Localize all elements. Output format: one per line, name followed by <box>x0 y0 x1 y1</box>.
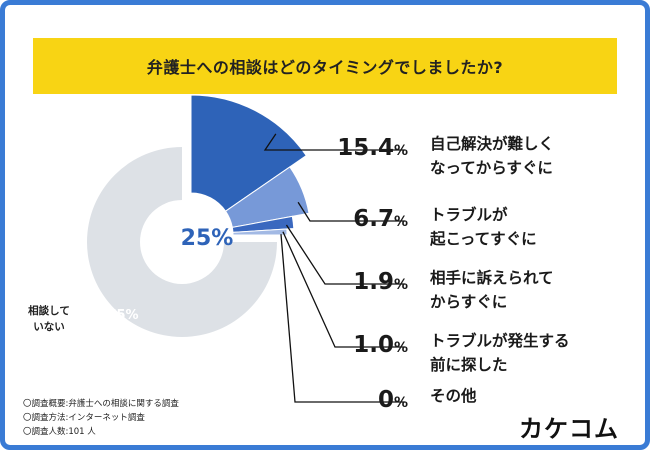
breakdown-unit: % <box>394 340 408 356</box>
chart-title: 弁護士への相談はどのタイミングでしましたか? <box>146 58 504 77</box>
leader-line <box>297 201 405 222</box>
brand-logo: カケコム <box>519 415 619 443</box>
breakdown-category-label: 前に探した <box>430 355 508 374</box>
breakdown-value: 0 <box>378 387 394 413</box>
breakdown-slice <box>232 228 288 236</box>
breakdown-slice <box>224 166 310 228</box>
breakdown-category-label: なってからすぐに <box>430 159 553 177</box>
breakdown-value: 6.7 <box>353 206 394 232</box>
breakdown-value: 1.0 <box>353 332 394 358</box>
leader-line <box>282 231 405 348</box>
breakdown-slice <box>190 94 307 212</box>
breakdown-value: 15.4 <box>337 135 394 161</box>
title-bar: 弁護士への相談はどのタイミングでしましたか? <box>33 38 617 94</box>
not-consulted-percent-label: 75% <box>107 308 138 323</box>
breakdown-category-label: 相手に訴えられて <box>430 268 554 287</box>
breakdown-category-label: その他 <box>430 386 477 405</box>
not-consulted-category-label: 相談して <box>28 304 70 317</box>
breakdown-category-label: 起こってすぐに <box>429 229 537 248</box>
not-consulted-slice <box>87 147 277 337</box>
breakdown-unit: % <box>394 395 408 411</box>
not-consulted-category-label: いない <box>33 321 65 333</box>
note-method: 〇調査方法:インターネット調査 <box>23 413 145 423</box>
breakdown-category-label: トラブルが <box>430 205 508 224</box>
note-overview: 〇調査概要:弁護士への相談に関する調査 <box>23 399 179 409</box>
note-count: 〇調査人数:101 人 <box>23 427 96 437</box>
leader-line <box>285 224 405 285</box>
consulted-percent-label: 25% <box>181 226 234 251</box>
breakdown-category-label: トラブルが発生する <box>430 331 570 350</box>
breakdown-category-label: からすぐに <box>430 293 507 311</box>
survey-notes: 〇調査概要:弁護士への相談に関する調査 〇調査方法:インターネット調査 〇調査人… <box>23 397 179 439</box>
breakdown-value: 1.9 <box>353 269 394 295</box>
breakdown-unit: % <box>394 143 408 159</box>
leader-line <box>263 133 405 151</box>
breakdown-unit: % <box>394 214 408 230</box>
breakdown-category-label: 自己解決が難しく <box>430 134 554 153</box>
breakdown-unit: % <box>394 277 408 293</box>
leader-line <box>280 234 405 403</box>
